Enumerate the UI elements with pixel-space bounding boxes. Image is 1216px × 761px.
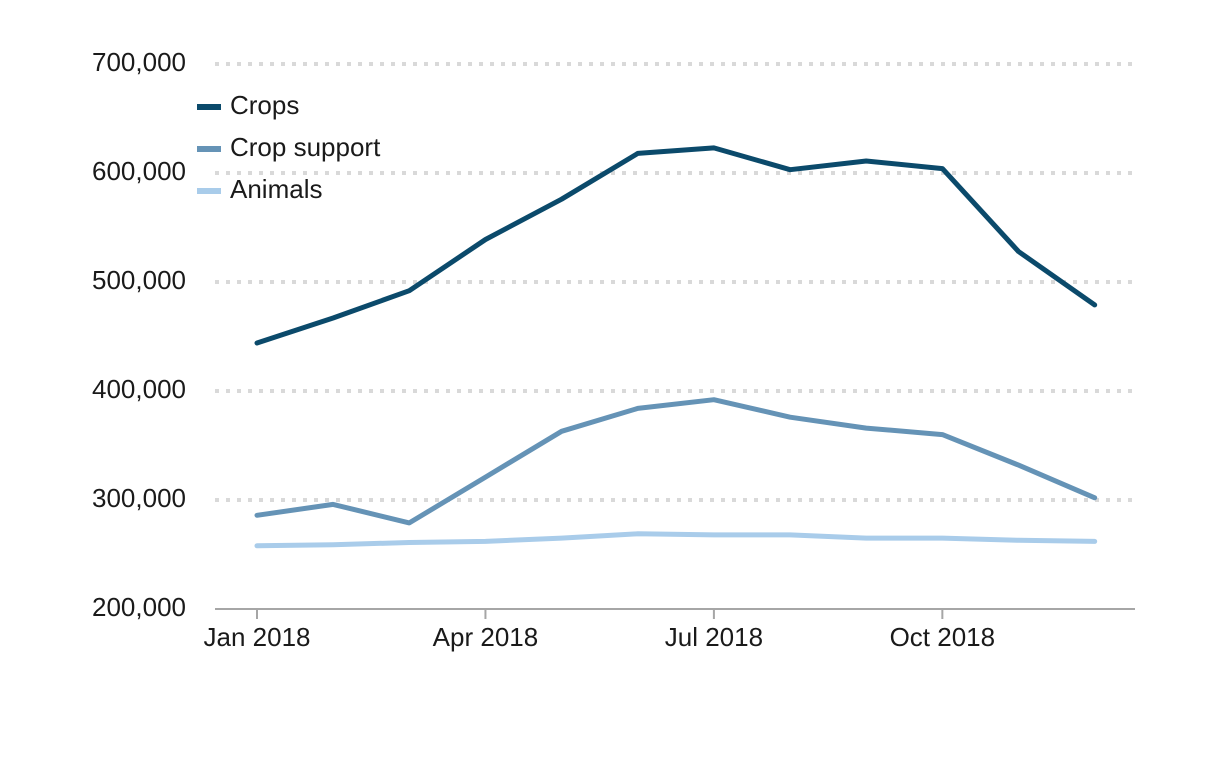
- y-tick-label: 300,000: [92, 483, 186, 513]
- y-tick-label: 200,000: [92, 592, 186, 622]
- x-axis-tick-labels: Jan 2018 Apr 2018 Jul 2018 Oct 2018: [204, 622, 996, 652]
- series-line-animals: [257, 534, 1095, 546]
- x-axis: [215, 609, 1135, 619]
- series-line-crop-support: [257, 400, 1095, 523]
- x-tick-label: Jul 2018: [665, 622, 763, 652]
- y-tick-label: 700,000: [92, 47, 186, 77]
- line-chart: 700,000 600,000 500,000 400,000 300,000 200,0…: [0, 0, 1216, 761]
- legend-label: Crop support: [230, 132, 381, 162]
- x-tick-label: Oct 2018: [890, 622, 996, 652]
- legend-label: Animals: [230, 174, 322, 204]
- x-tick-label: Jan 2018: [204, 622, 311, 652]
- gridlines: [215, 64, 1135, 500]
- legend: Crops Crop support Animals: [197, 90, 381, 204]
- legend-label: Crops: [230, 90, 299, 120]
- y-axis-tick-labels: 700,000 600,000 500,000 400,000 300,000 200,0…: [92, 47, 186, 622]
- series-lines: [257, 148, 1095, 546]
- x-tick-label: Apr 2018: [433, 622, 539, 652]
- y-tick-label: 400,000: [92, 374, 186, 404]
- y-tick-label: 600,000: [92, 156, 186, 186]
- y-tick-label: 500,000: [92, 265, 186, 295]
- series-line-crops: [257, 148, 1095, 343]
